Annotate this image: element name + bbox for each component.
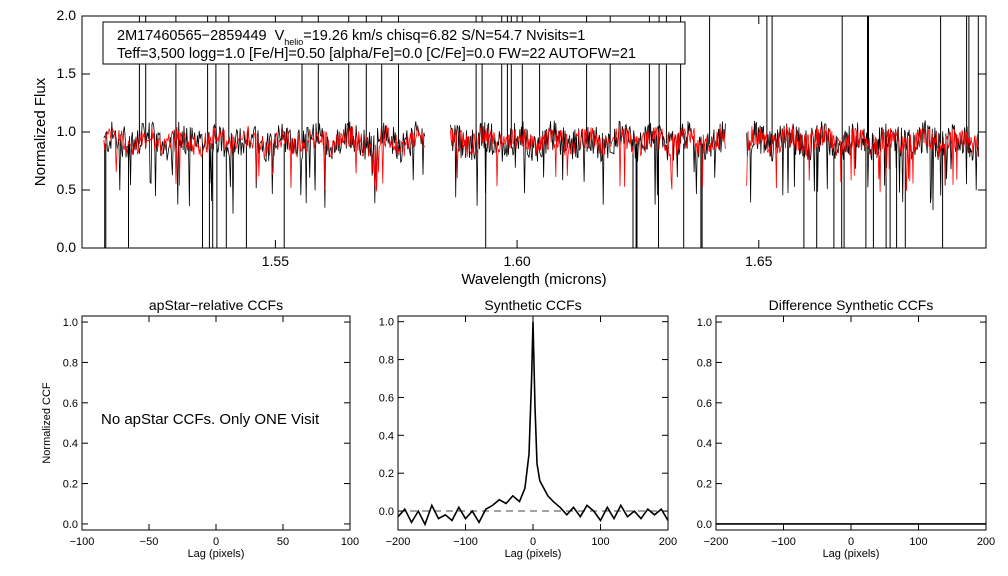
velocity-subscript: helio bbox=[284, 37, 303, 47]
spectrum-x-axis-label: Wavelength (microns) bbox=[461, 271, 606, 288]
y-tick-label: 0.8 bbox=[697, 357, 712, 369]
y-tick-label: 0.0 bbox=[697, 519, 712, 531]
difference-ccf-x-axis-label: Lag (pixels) bbox=[823, 548, 880, 560]
y-tick-label: 2.0 bbox=[57, 7, 77, 23]
x-tick-label: −100 bbox=[70, 536, 95, 548]
apstar-ccf-ticks: −100 −50 0 50 100 0.0 0.2 0.4 0.6 0.8 1.0 bbox=[63, 316, 359, 548]
y-tick-label: 1.0 bbox=[63, 317, 78, 329]
info-box bbox=[102, 21, 686, 65]
y-tick-label: 0.4 bbox=[697, 438, 712, 450]
x-tick-label: 100 bbox=[341, 536, 359, 548]
spectrum-panel: 1.55 1.60 1.65 0.0 0.5 1.0 1.5 2.0 Wavelength (… bbox=[32, 7, 987, 288]
x-tick-label: 1.65 bbox=[745, 253, 772, 269]
difference-ccf-panel: −200 −100 0 100 200 0.0 0.2 0.4 0.6 0.8 1.0 Differ… bbox=[697, 297, 995, 560]
x-tick-label: −100 bbox=[771, 536, 796, 548]
spectrum-y-axis-label: Normalized Flux bbox=[32, 77, 49, 186]
y-tick-label: 1.5 bbox=[57, 65, 77, 81]
spectrum-model-line bbox=[103, 125, 426, 192]
y-tick-label: 0.4 bbox=[379, 430, 394, 442]
spectrum-model-line bbox=[746, 125, 979, 193]
y-tick-label: 0.6 bbox=[63, 398, 78, 410]
velocity-symbol: V bbox=[275, 28, 285, 44]
x-tick-label: −100 bbox=[453, 536, 478, 548]
y-tick-label: 0.0 bbox=[379, 506, 394, 518]
synthetic-ccf-title: Synthetic CCFs bbox=[484, 297, 581, 313]
synthetic-ccf-line bbox=[397, 321, 669, 527]
x-tick-label: 0 bbox=[848, 536, 854, 548]
y-tick-label: 0.2 bbox=[63, 479, 78, 491]
x-tick-label: 1.55 bbox=[262, 253, 289, 269]
x-tick-label: 0 bbox=[530, 536, 536, 548]
x-tick-label: 200 bbox=[977, 536, 995, 548]
spectrum-ticks: 1.55 1.60 1.65 0.0 0.5 1.0 1.5 2.0 bbox=[57, 7, 986, 269]
y-tick-label: 0.2 bbox=[379, 468, 394, 480]
apstar-ccf-panel: −100 −50 0 50 100 0.0 0.2 0.4 0.6 0.8 1.0 apStar−r… bbox=[41, 297, 359, 560]
apstar-ccf-title: apStar−relative CCFs bbox=[149, 297, 283, 313]
apstar-ccf-x-axis-label: Lag (pixels) bbox=[188, 548, 245, 560]
x-tick-label: −200 bbox=[704, 536, 729, 548]
y-tick-label: 1.0 bbox=[57, 123, 77, 139]
spectrum-model-line bbox=[450, 125, 726, 190]
y-tick-label: 0.6 bbox=[379, 392, 394, 404]
y-tick-label: 0.6 bbox=[697, 398, 712, 410]
spectrum-observed-line bbox=[103, 121, 426, 214]
info-line-1: 2M17460565−2859449 Vhelio=19.26 km/s chis… bbox=[117, 28, 585, 47]
no-ccf-message: No apStar CCFs. Only ONE Visit bbox=[101, 411, 320, 428]
synthetic-ccf-x-axis-label: Lag (pixels) bbox=[505, 548, 562, 560]
y-tick-label: 0.0 bbox=[63, 519, 78, 531]
x-tick-label: −200 bbox=[386, 536, 411, 548]
info-line-1-values: =19.26 km/s chisq=6.82 S/N=54.7 Nvisits=… bbox=[303, 28, 585, 44]
apstar-ccf-y-axis-label: Normalized CCF bbox=[41, 382, 53, 464]
synthetic-ccf-series-group bbox=[397, 321, 669, 527]
difference-ccf-title: Difference Synthetic CCFs bbox=[769, 297, 934, 313]
y-tick-label: 0.4 bbox=[63, 438, 78, 450]
x-tick-label: 50 bbox=[277, 536, 289, 548]
y-tick-label: 1.0 bbox=[379, 317, 394, 329]
star-id: 2M17460565−2859449 bbox=[117, 28, 267, 44]
synthetic-ccf-ticks: −200 −100 0 100 200 0.0 0.2 0.4 0.6 0.8 1.0 bbox=[379, 316, 677, 548]
x-tick-label: 100 bbox=[909, 536, 927, 548]
x-tick-label: 1.60 bbox=[503, 253, 530, 269]
y-tick-label: 0.5 bbox=[57, 181, 77, 197]
y-tick-label: 1.0 bbox=[697, 317, 712, 329]
x-tick-label: 100 bbox=[591, 536, 609, 548]
x-tick-label: −50 bbox=[140, 536, 159, 548]
difference-ccf-ticks: −200 −100 0 100 200 0.0 0.2 0.4 0.6 0.8 1.0 bbox=[697, 316, 995, 548]
y-tick-label: 0.0 bbox=[57, 239, 77, 255]
info-line-2: Teff=3,500 logg=1.0 [Fe/H]=0.50 [alpha/F… bbox=[117, 46, 636, 62]
synthetic-ccf-panel: −200 −100 0 100 200 0.0 0.2 0.4 0.6 0.8 1.0 Synthe… bbox=[379, 297, 677, 560]
y-tick-label: 0.8 bbox=[63, 357, 78, 369]
x-tick-label: 200 bbox=[659, 536, 677, 548]
x-tick-label: 0 bbox=[213, 536, 219, 548]
y-tick-label: 0.8 bbox=[379, 355, 394, 367]
y-tick-label: 0.2 bbox=[697, 479, 712, 491]
